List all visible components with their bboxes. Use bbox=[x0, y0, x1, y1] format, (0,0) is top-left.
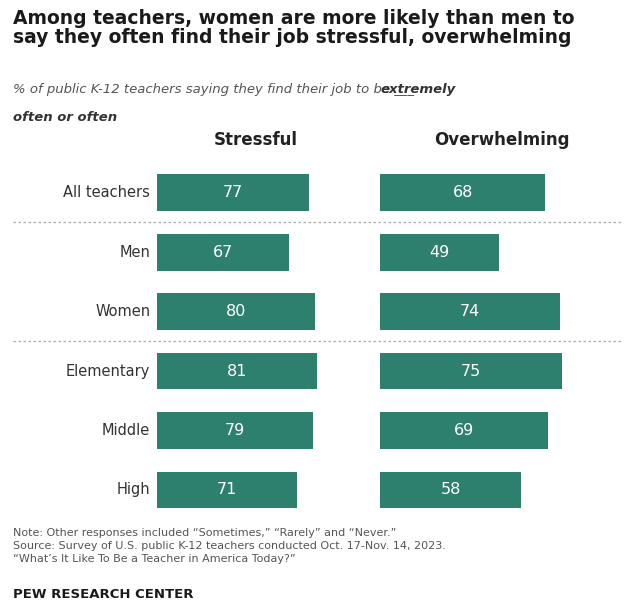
Text: Overwhelming: Overwhelming bbox=[434, 131, 569, 149]
Bar bbox=[157, 234, 289, 271]
Bar bbox=[157, 293, 315, 330]
Text: 75: 75 bbox=[461, 363, 481, 379]
Text: 79: 79 bbox=[225, 423, 245, 438]
Text: Elementary: Elementary bbox=[66, 363, 150, 379]
Text: High: High bbox=[116, 482, 150, 498]
Bar bbox=[380, 174, 545, 211]
Text: Note: Other responses included “Sometimes,” “Rarely” and “Never.”
Source: Survey: Note: Other responses included “Sometime… bbox=[13, 528, 445, 564]
Bar bbox=[380, 352, 562, 389]
Text: Stressful: Stressful bbox=[213, 131, 298, 149]
Bar bbox=[380, 412, 548, 449]
Text: 81: 81 bbox=[227, 363, 247, 379]
Text: 49: 49 bbox=[429, 245, 450, 260]
Text: 58: 58 bbox=[440, 482, 461, 498]
Text: extremely: extremely bbox=[380, 83, 456, 96]
Text: % of public K-12 teachers saying they find their job to be ___: % of public K-12 teachers saying they fi… bbox=[13, 83, 418, 96]
Text: say they often find their job stressful, overwhelming: say they often find their job stressful,… bbox=[13, 28, 571, 47]
Bar bbox=[380, 234, 499, 271]
Text: 74: 74 bbox=[460, 304, 480, 319]
Text: 68: 68 bbox=[452, 185, 473, 200]
Text: Middle: Middle bbox=[102, 423, 150, 438]
Bar bbox=[157, 174, 309, 211]
Text: 69: 69 bbox=[454, 423, 474, 438]
Text: Among teachers, women are more likely than men to: Among teachers, women are more likely th… bbox=[13, 9, 574, 28]
Text: 71: 71 bbox=[217, 482, 237, 498]
Text: 67: 67 bbox=[213, 245, 233, 260]
Bar bbox=[157, 352, 317, 389]
Bar bbox=[157, 472, 297, 509]
Text: Men: Men bbox=[119, 245, 150, 260]
Text: 77: 77 bbox=[223, 185, 243, 200]
Bar bbox=[380, 293, 560, 330]
Text: 80: 80 bbox=[226, 304, 246, 319]
Bar bbox=[157, 412, 313, 449]
Text: PEW RESEARCH CENTER: PEW RESEARCH CENTER bbox=[13, 589, 193, 601]
Bar bbox=[380, 472, 521, 509]
Text: Women: Women bbox=[95, 304, 150, 319]
Text: All teachers: All teachers bbox=[63, 185, 150, 200]
Text: often or often: often or often bbox=[13, 111, 117, 124]
